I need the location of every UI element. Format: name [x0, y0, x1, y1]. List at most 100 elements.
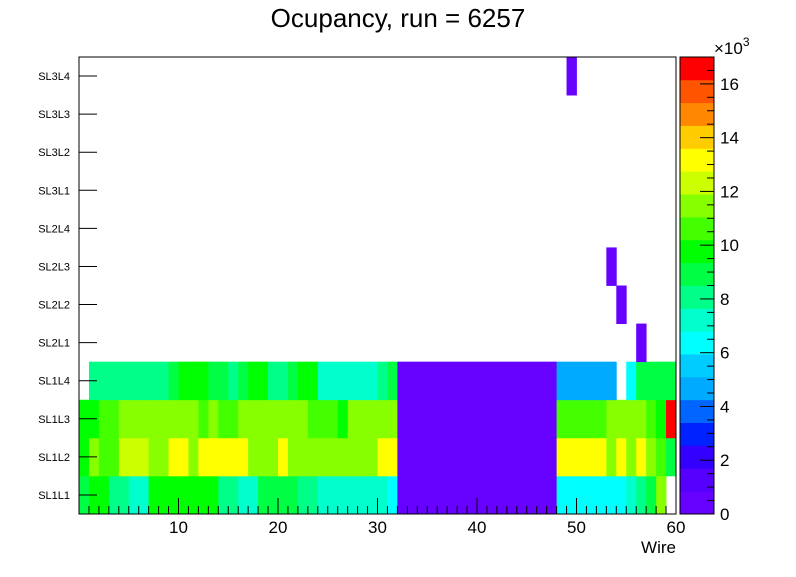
- colorbar-band: [680, 354, 714, 378]
- heatmap-cell: [447, 475, 458, 515]
- heatmap-cell: [656, 475, 667, 515]
- heatmap-cell: [268, 361, 279, 401]
- heatmap-cell: [168, 361, 179, 401]
- heatmap-cell: [586, 475, 597, 515]
- heatmap-cell: [447, 437, 458, 477]
- heatmap-cell: [646, 475, 657, 515]
- colorbar-band: [680, 79, 714, 104]
- heatmap-cell: [636, 323, 647, 363]
- heatmap-cell: [486, 475, 498, 515]
- heatmap-cell: [188, 437, 199, 477]
- heatmap-cell: [606, 247, 617, 286]
- heatmap-cell: [248, 475, 259, 515]
- heatmap-cell: [467, 475, 478, 515]
- colorbar-multiplier-exponent: 3: [743, 35, 750, 49]
- heatmap-cell: [407, 361, 418, 401]
- heatmap-cell: [238, 437, 249, 477]
- y-tick-label: SL2L1: [38, 338, 70, 350]
- heatmap-cell: [457, 475, 468, 515]
- heatmap-cell: [108, 475, 120, 515]
- heatmap-cell: [477, 475, 488, 515]
- x-axis: 10 20 30 40 50 60: [78, 498, 685, 537]
- heatmap-cell: [268, 475, 279, 515]
- heatmap-cell: [596, 475, 607, 515]
- heatmap-cell: [287, 475, 299, 515]
- y-tick-label: SL2L4: [38, 223, 70, 235]
- heatmap-cell: [387, 475, 398, 515]
- heatmap-cell: [666, 399, 677, 439]
- heatmap-cell: [636, 475, 647, 515]
- heatmap-cell: [646, 399, 657, 439]
- heatmap-cell: [556, 399, 567, 439]
- colorbar-band: [680, 216, 714, 241]
- heatmap-cell: [268, 399, 279, 439]
- heatmap-cell: [546, 361, 557, 401]
- y-tick-label: SL3L3: [38, 109, 70, 121]
- heatmap-cell: [218, 399, 229, 439]
- heatmap-cell: [228, 399, 239, 439]
- heatmap-cell: [297, 399, 309, 439]
- y-tick-label: SL2L3: [38, 261, 70, 273]
- heatmap-cell: [417, 399, 428, 439]
- heatmap-cell: [377, 437, 388, 477]
- heatmap-cell: [108, 437, 120, 477]
- heatmap-cell: [467, 437, 478, 477]
- colorbar-band: [680, 468, 714, 492]
- heatmap-cell: [297, 475, 309, 515]
- heatmap-cell: [327, 361, 339, 401]
- heatmap-cell: [218, 437, 229, 477]
- heatmap-cell: [377, 475, 388, 515]
- heatmap-cell: [327, 475, 339, 515]
- colorbar-band: [680, 262, 714, 286]
- heatmap-cell: [258, 475, 269, 515]
- heatmap-cell: [367, 437, 378, 477]
- heatmap-cell: [118, 399, 130, 439]
- colorbar-tick-label: 4: [720, 397, 729, 416]
- heatmap-cell: [437, 361, 448, 401]
- heatmap-cell: [496, 437, 508, 477]
- heatmap-cell: [188, 361, 199, 401]
- heatmap-cell: [546, 475, 557, 515]
- heatmap-cell: [178, 361, 189, 401]
- heatmap-cell: [118, 437, 130, 477]
- y-tick-label: SL1L1: [38, 490, 70, 502]
- heatmap-cell: [168, 399, 179, 439]
- heatmap-cell: [347, 399, 358, 439]
- heatmap-cell: [417, 475, 428, 515]
- colorbar-tick-label: 8: [720, 290, 729, 309]
- heatmap-cell: [307, 475, 319, 515]
- colorbar-band: [680, 194, 714, 218]
- heatmap-cell: [656, 399, 667, 439]
- heatmap-cell: [287, 399, 299, 439]
- heatmap-cell: [108, 399, 120, 439]
- colorbar-band: [680, 285, 714, 309]
- heatmap-cell: [268, 437, 279, 477]
- heatmap-cell: [616, 399, 627, 439]
- heatmap-cell: [606, 437, 617, 477]
- heatmap-cell: [536, 399, 548, 439]
- heatmap-cell: [626, 361, 637, 401]
- heatmap-cell: [626, 475, 637, 515]
- colorbar-band: [680, 171, 714, 195]
- heatmap-cell: [457, 399, 468, 439]
- heatmap-cell: [526, 399, 538, 439]
- heatmap-cell: [636, 361, 647, 401]
- heatmap-cell: [566, 437, 577, 477]
- heatmap-cell: [168, 437, 179, 477]
- heatmap-cell: [278, 399, 289, 439]
- heatmap-cell: [238, 475, 249, 515]
- heatmap-cell: [536, 437, 548, 477]
- heatmap-cell: [297, 361, 309, 401]
- heatmap-cell: [327, 437, 339, 477]
- heatmap-cell: [228, 475, 239, 515]
- heatmap-cell: [198, 475, 209, 515]
- y-tick-label: SL2L2: [38, 300, 70, 312]
- colorbar-tick-label: 6: [720, 344, 729, 363]
- colorbar-band: [680, 399, 714, 423]
- heatmap-cell: [616, 285, 627, 324]
- heatmap-cell: [278, 361, 289, 401]
- colorbar: 0 2 4 6 8 10 12 14 16: [679, 56, 739, 524]
- heatmap-cell: [646, 361, 657, 401]
- colorbar-band: [680, 148, 714, 172]
- colorbar-band: [680, 331, 714, 355]
